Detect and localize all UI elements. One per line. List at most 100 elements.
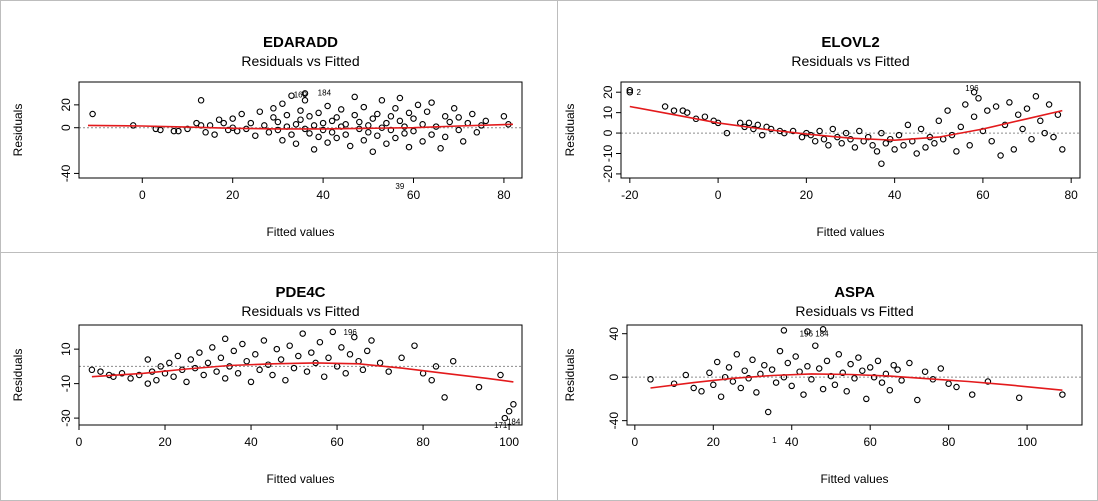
data-point [874,357,882,365]
panel-edaradd: EDARADD Residuals vs Fitted 0 20 40 60 80 Fitte… [11,34,523,239]
x-axis: 0 20 40 60 80 100 [76,425,519,449]
data-point [220,119,227,127]
data-point [820,135,828,143]
y-tick-label: 0 [59,124,73,131]
y-tick-label: -20 [601,165,615,183]
data-point [410,127,417,135]
data-point [970,113,978,120]
x-tick-label: 20 [226,188,240,202]
data-point [378,97,386,104]
data-point [110,373,117,380]
point-label: 196 [800,330,814,339]
data-point [906,359,913,367]
data-point [745,119,753,127]
data-point [310,146,318,153]
data-point [215,116,223,123]
data-point [303,368,311,375]
y-axis: -20 -10 0 10 20 [601,85,621,183]
data-point [360,103,368,111]
data-point [945,380,952,387]
x-tick-label: 80 [1064,188,1078,202]
lowess-smoother-line [629,105,1063,142]
data-point [419,121,426,128]
data-point [256,108,264,115]
data-point [784,359,792,367]
data-point [234,370,242,377]
data-point [299,330,306,337]
data-point [753,389,760,396]
data-point [274,126,282,134]
data-point [135,371,143,379]
data-point [847,135,854,143]
data-point [984,378,992,385]
data-point [197,97,205,104]
x-tick-label: 60 [864,435,878,449]
data-point [252,351,259,358]
data-point [449,357,457,365]
data-point [866,364,874,371]
panel-subtitle: Residuals vs Fitted [241,53,359,69]
data-point [392,105,399,112]
data-point [723,129,731,137]
data-point [729,378,737,385]
data-point [895,131,903,139]
x-tick-label: 40 [244,435,258,449]
data-point [839,369,846,377]
data-point [1023,105,1031,112]
data-point [851,375,858,382]
x-axis-label: Fitted values [266,472,334,486]
data-point [798,133,806,141]
data-point [279,137,286,144]
data-point [944,107,951,114]
data-point [800,391,807,398]
data-point [337,106,345,113]
data-point [239,340,246,348]
data-point [497,371,504,379]
data-point [683,109,691,116]
data-point [187,356,195,363]
panel-gene-title: ELOVL2 [821,34,879,51]
data-point [966,142,973,149]
data-point [308,349,315,356]
data-points [647,326,1066,416]
data-point [984,107,991,114]
data-point [878,160,885,167]
data-point [781,129,788,137]
point-annotations: 196 171 184 [344,328,521,430]
plot-area-border [78,81,523,179]
data-point [328,129,336,136]
data-point [855,354,862,361]
data-point [229,115,236,122]
data-point [953,148,960,155]
y-tick-label: -10 [59,375,73,393]
data-point [374,132,381,139]
lowess-smoother-line [87,123,514,130]
data-point [283,111,291,119]
data-point [288,92,295,99]
data-point [153,376,160,384]
data-point [482,117,490,125]
y-tick-label: -10 [601,144,615,162]
data-point [894,366,901,373]
data-point [754,121,762,129]
data-point [831,381,839,389]
data-point [376,359,384,367]
data-point [992,103,1000,110]
data-point [325,354,332,362]
data-point [780,327,788,334]
data-point [891,146,898,153]
data-point [428,99,435,106]
data-point [758,131,766,139]
y-axis-label: Residuals [563,349,577,402]
plot-area-border [626,324,1083,426]
y-axis: -30 -10 10 [59,342,79,427]
data-point [819,385,827,393]
data-point [369,148,377,155]
data-point [333,134,340,142]
data-point [320,373,328,380]
data-point [360,137,368,144]
data-point [230,347,238,355]
panel-subtitle: Residuals vs Fitted [795,303,913,319]
